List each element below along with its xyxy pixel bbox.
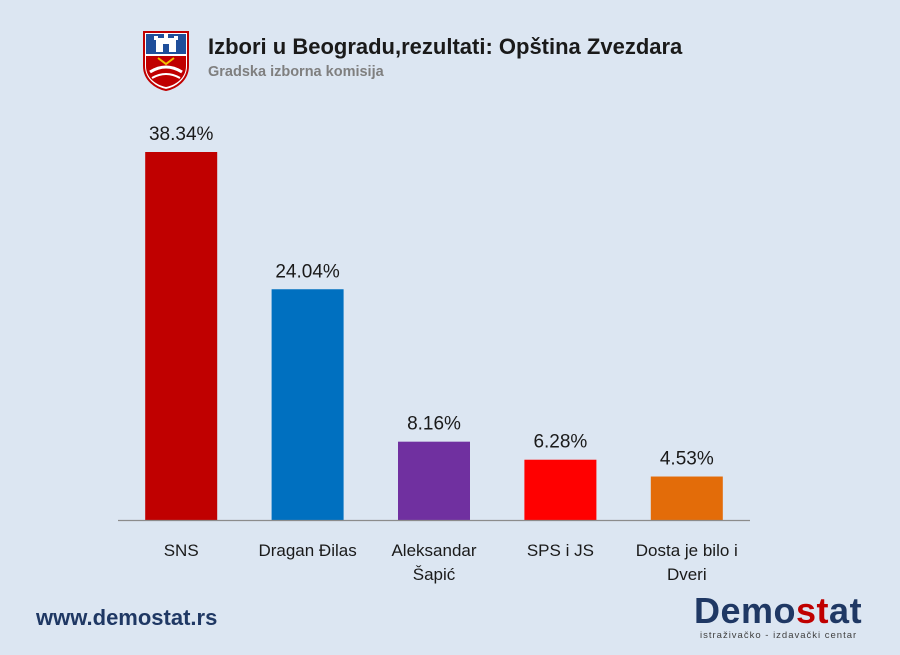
demostat-logo: Demostat istraživačko - izdavački centar [694, 592, 874, 642]
data-label: 6.28% [533, 432, 587, 453]
data-label: 8.16% [407, 414, 461, 435]
data-label: 38.34% [149, 124, 214, 145]
bar [524, 459, 597, 520]
bar [271, 289, 344, 520]
data-label: 4.53% [660, 449, 714, 470]
bar [650, 476, 723, 520]
bar [398, 441, 470, 520]
logo-wordmark: Demostat [694, 590, 863, 631]
category-label: Dragan Đilas [258, 541, 356, 560]
category-label: Aleksandar Šapić [391, 541, 476, 584]
chart-title: Izbori u Beogradu,rezultati: Opština Zve… [208, 34, 683, 59]
bar [145, 152, 218, 520]
belgrade-coat-of-arms-icon [143, 31, 189, 92]
logo-tagline: istraživačko - izdavački centar [700, 630, 858, 641]
chart-subtitle: Gradska izborna komisija [208, 64, 384, 80]
website-link[interactable]: www.demostat.rs [36, 605, 218, 630]
data-label: 24.04% [275, 261, 340, 282]
category-label: Dosta je bilo i Dveri [636, 541, 738, 584]
category-label: SPS i JS [527, 541, 594, 560]
category-label: SNS [164, 541, 199, 560]
